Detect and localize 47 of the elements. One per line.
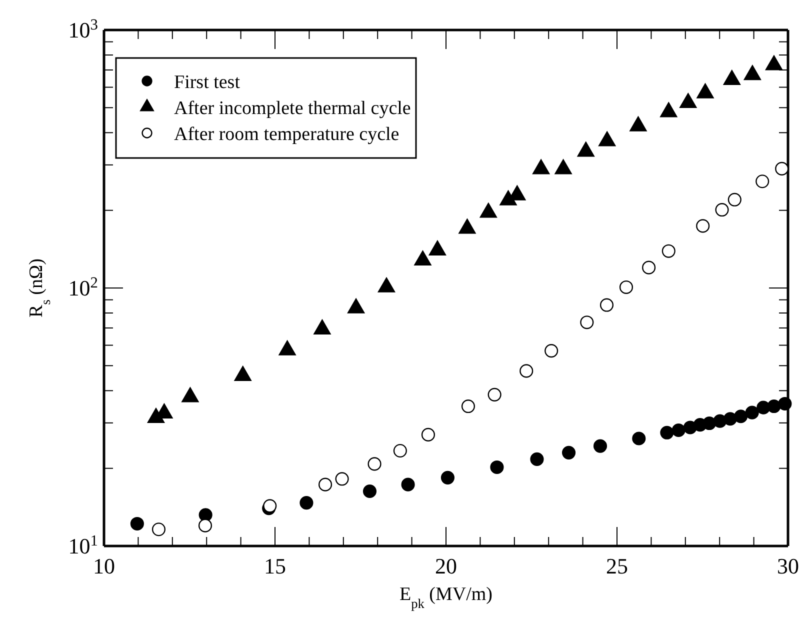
point [660, 426, 674, 440]
point [765, 55, 783, 70]
point [723, 412, 737, 426]
point [745, 406, 759, 420]
point [378, 277, 396, 292]
point [300, 496, 314, 510]
x-axis-title: E$_{pk}$ (MV/m) [400, 584, 492, 610]
point [554, 159, 572, 174]
point [414, 250, 432, 266]
x-tick-label: 25 [606, 554, 628, 579]
legend-label: After incomplete thermal cycle [174, 98, 411, 119]
point [767, 400, 781, 414]
legend-label: After room temperature cycle [174, 124, 400, 145]
point [598, 131, 616, 146]
point [428, 240, 446, 256]
point [130, 516, 144, 530]
point [562, 446, 576, 460]
point [696, 83, 714, 98]
point [680, 93, 697, 108]
point [577, 142, 594, 157]
point [458, 218, 476, 234]
point [778, 396, 792, 410]
point [440, 470, 454, 484]
x-tick-label: 15 [264, 554, 286, 579]
x-tick-label: 20 [435, 554, 457, 579]
point [632, 432, 646, 446]
point [660, 102, 678, 118]
point [480, 202, 497, 218]
point [401, 478, 415, 492]
point [362, 484, 377, 498]
point [530, 452, 544, 466]
point [744, 65, 761, 80]
y-tick-label: 10$^{3}$ [68, 16, 98, 43]
point [672, 423, 686, 437]
point [630, 116, 647, 132]
point [198, 508, 212, 522]
y-tick-label: 10$^{2}$ [68, 274, 98, 301]
point [723, 70, 740, 86]
point [532, 159, 550, 174]
legend-label: First test [174, 72, 241, 93]
x-tick-label: 30 [777, 554, 799, 579]
point [734, 410, 748, 424]
point [702, 416, 716, 430]
point [347, 298, 365, 314]
point [263, 499, 277, 513]
point [490, 460, 504, 474]
point [593, 439, 608, 453]
